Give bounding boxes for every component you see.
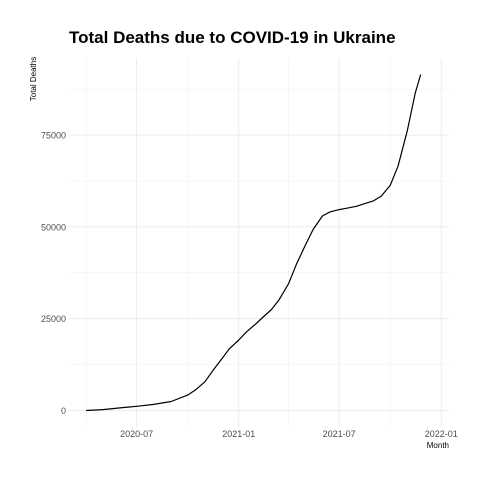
tick-labels: 2020-07 2021-01 2021-07 2022-01 0 25000 50000 7… (41, 131, 458, 439)
y-tick-label: 0 (61, 406, 66, 416)
y-tick-label: 75000 (41, 131, 66, 141)
x-tick-label: 2020-07 (120, 429, 153, 439)
x-tick-label: 2021-07 (323, 429, 356, 439)
x-tick-label: 2021-01 (222, 429, 255, 439)
y-axis-title: Total Deaths (29, 57, 38, 101)
y-tick-label: 50000 (41, 222, 66, 232)
series-line (86, 74, 422, 412)
series-layer (86, 74, 422, 412)
y-tick-label: 25000 (41, 314, 66, 324)
x-axis-title: Month (427, 441, 449, 450)
x-tick-label: 2022-01 (425, 429, 458, 439)
chart-title: Total Deaths due to COVID-19 in Ukraine (69, 28, 396, 47)
grid (69, 58, 449, 427)
